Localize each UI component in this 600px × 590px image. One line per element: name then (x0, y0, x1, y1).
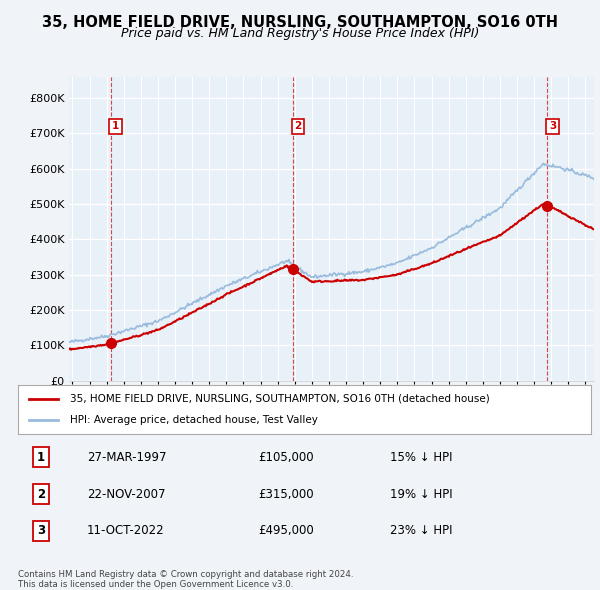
Text: 3: 3 (37, 525, 45, 537)
Text: £105,000: £105,000 (259, 451, 314, 464)
Text: Contains HM Land Registry data © Crown copyright and database right 2024.
This d: Contains HM Land Registry data © Crown c… (18, 570, 353, 589)
Text: 11-OCT-2022: 11-OCT-2022 (87, 525, 164, 537)
Text: 1: 1 (37, 451, 45, 464)
Text: 19% ↓ HPI: 19% ↓ HPI (391, 487, 453, 501)
Text: £315,000: £315,000 (259, 487, 314, 501)
Text: 23% ↓ HPI: 23% ↓ HPI (391, 525, 453, 537)
Text: 2: 2 (37, 487, 45, 501)
Text: 3: 3 (549, 121, 556, 131)
Text: £495,000: £495,000 (259, 525, 314, 537)
Text: 27-MAR-1997: 27-MAR-1997 (87, 451, 166, 464)
Text: 22-NOV-2007: 22-NOV-2007 (87, 487, 165, 501)
Text: Price paid vs. HM Land Registry's House Price Index (HPI): Price paid vs. HM Land Registry's House … (121, 27, 479, 40)
Text: 15% ↓ HPI: 15% ↓ HPI (391, 451, 453, 464)
Text: 2: 2 (295, 121, 302, 131)
Text: HPI: Average price, detached house, Test Valley: HPI: Average price, detached house, Test… (70, 415, 317, 425)
Text: 35, HOME FIELD DRIVE, NURSLING, SOUTHAMPTON, SO16 0TH (detached house): 35, HOME FIELD DRIVE, NURSLING, SOUTHAMP… (70, 394, 490, 404)
Text: 1: 1 (112, 121, 119, 131)
Text: 35, HOME FIELD DRIVE, NURSLING, SOUTHAMPTON, SO16 0TH: 35, HOME FIELD DRIVE, NURSLING, SOUTHAMP… (42, 15, 558, 30)
